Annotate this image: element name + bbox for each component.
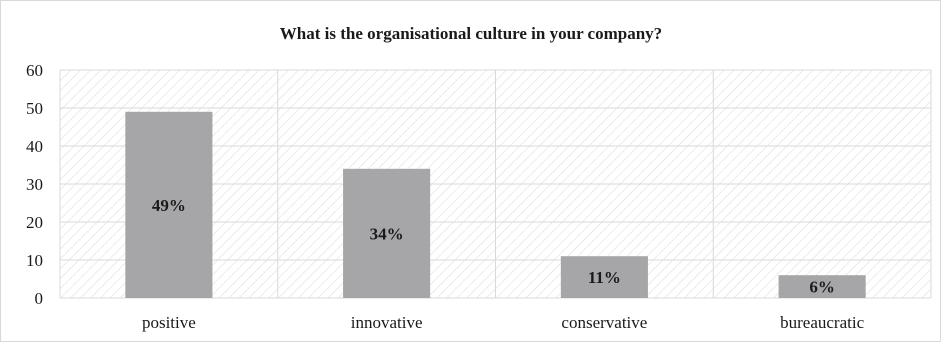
category-label-positive: positive <box>142 313 196 332</box>
y-tick-label: 10 <box>26 251 43 270</box>
bar-innovative <box>343 168 431 298</box>
data-label-innovative: 34% <box>370 224 404 243</box>
y-tick-label: 30 <box>26 175 43 194</box>
data-label-bureaucratic: 6% <box>809 278 835 297</box>
y-tick-label: 60 <box>26 61 43 80</box>
y-tick-label: 40 <box>26 137 43 156</box>
data-labels: 49% 34% 11% 6% <box>152 196 835 297</box>
bars <box>125 111 866 298</box>
y-axis-ticks: 0 10 20 30 40 50 60 <box>26 61 43 308</box>
x-axis-categories: positive innovative conservative bureaucrat… <box>142 313 865 332</box>
category-label-conservative: conservative <box>561 313 647 332</box>
category-label-innovative: innovative <box>351 313 423 332</box>
category-label-bureaucratic: bureaucratic <box>780 313 864 332</box>
y-tick-label: 20 <box>26 213 43 232</box>
data-label-positive: 49% <box>152 196 186 215</box>
bar-bureaucratic <box>778 275 866 298</box>
y-tick-label: 0 <box>35 289 44 308</box>
y-tick-label: 50 <box>26 99 43 118</box>
bar-conservative <box>560 256 648 298</box>
data-label-conservative: 11% <box>588 268 621 287</box>
bar-positive <box>125 111 213 298</box>
chart-title: What is the organisational culture in yo… <box>280 24 662 43</box>
